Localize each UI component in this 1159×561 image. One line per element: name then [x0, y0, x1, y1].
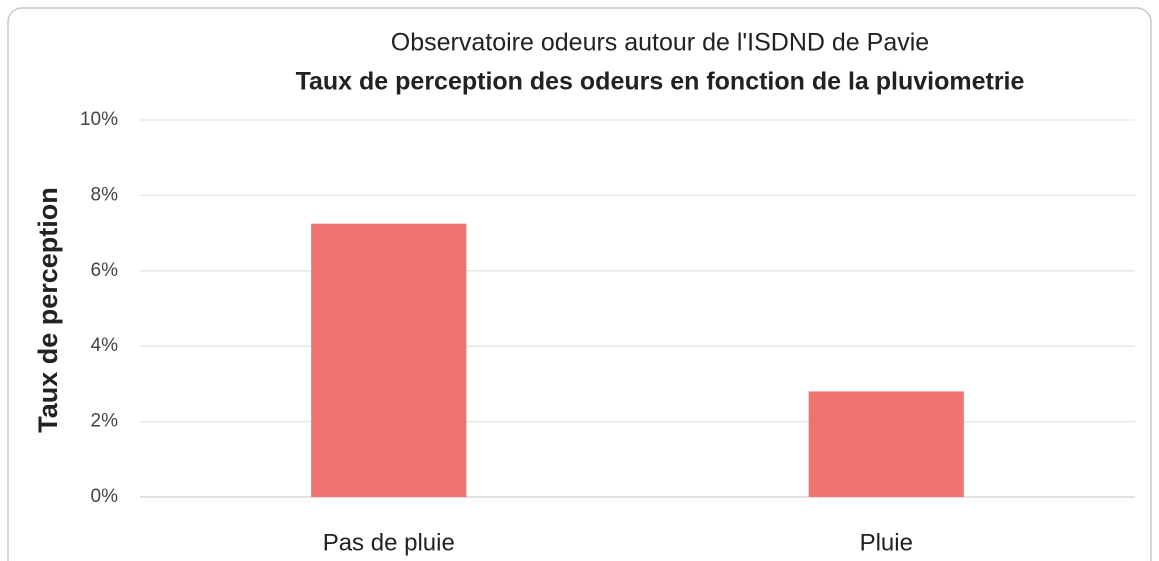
y-tick-label: 2%: [91, 411, 119, 432]
chart-title: Observatoire odeurs autour de l'ISDND de…: [391, 29, 929, 57]
y-tick-label: 6%: [91, 260, 119, 281]
y-tick-label: 8%: [91, 184, 119, 205]
y-tick-label: 0%: [91, 486, 119, 507]
bar: [311, 223, 467, 498]
bar: [808, 391, 964, 497]
y-axis-label: Taux de perception: [33, 187, 63, 433]
y-tick-label: 4%: [91, 335, 119, 356]
x-tick-label: Pluie: [860, 529, 913, 556]
x-tick-label: Pas de pluie: [323, 529, 455, 556]
chart-subtitle: Taux de perception des odeurs en fonctio…: [296, 68, 1025, 96]
y-tick-label: 10%: [80, 109, 118, 130]
